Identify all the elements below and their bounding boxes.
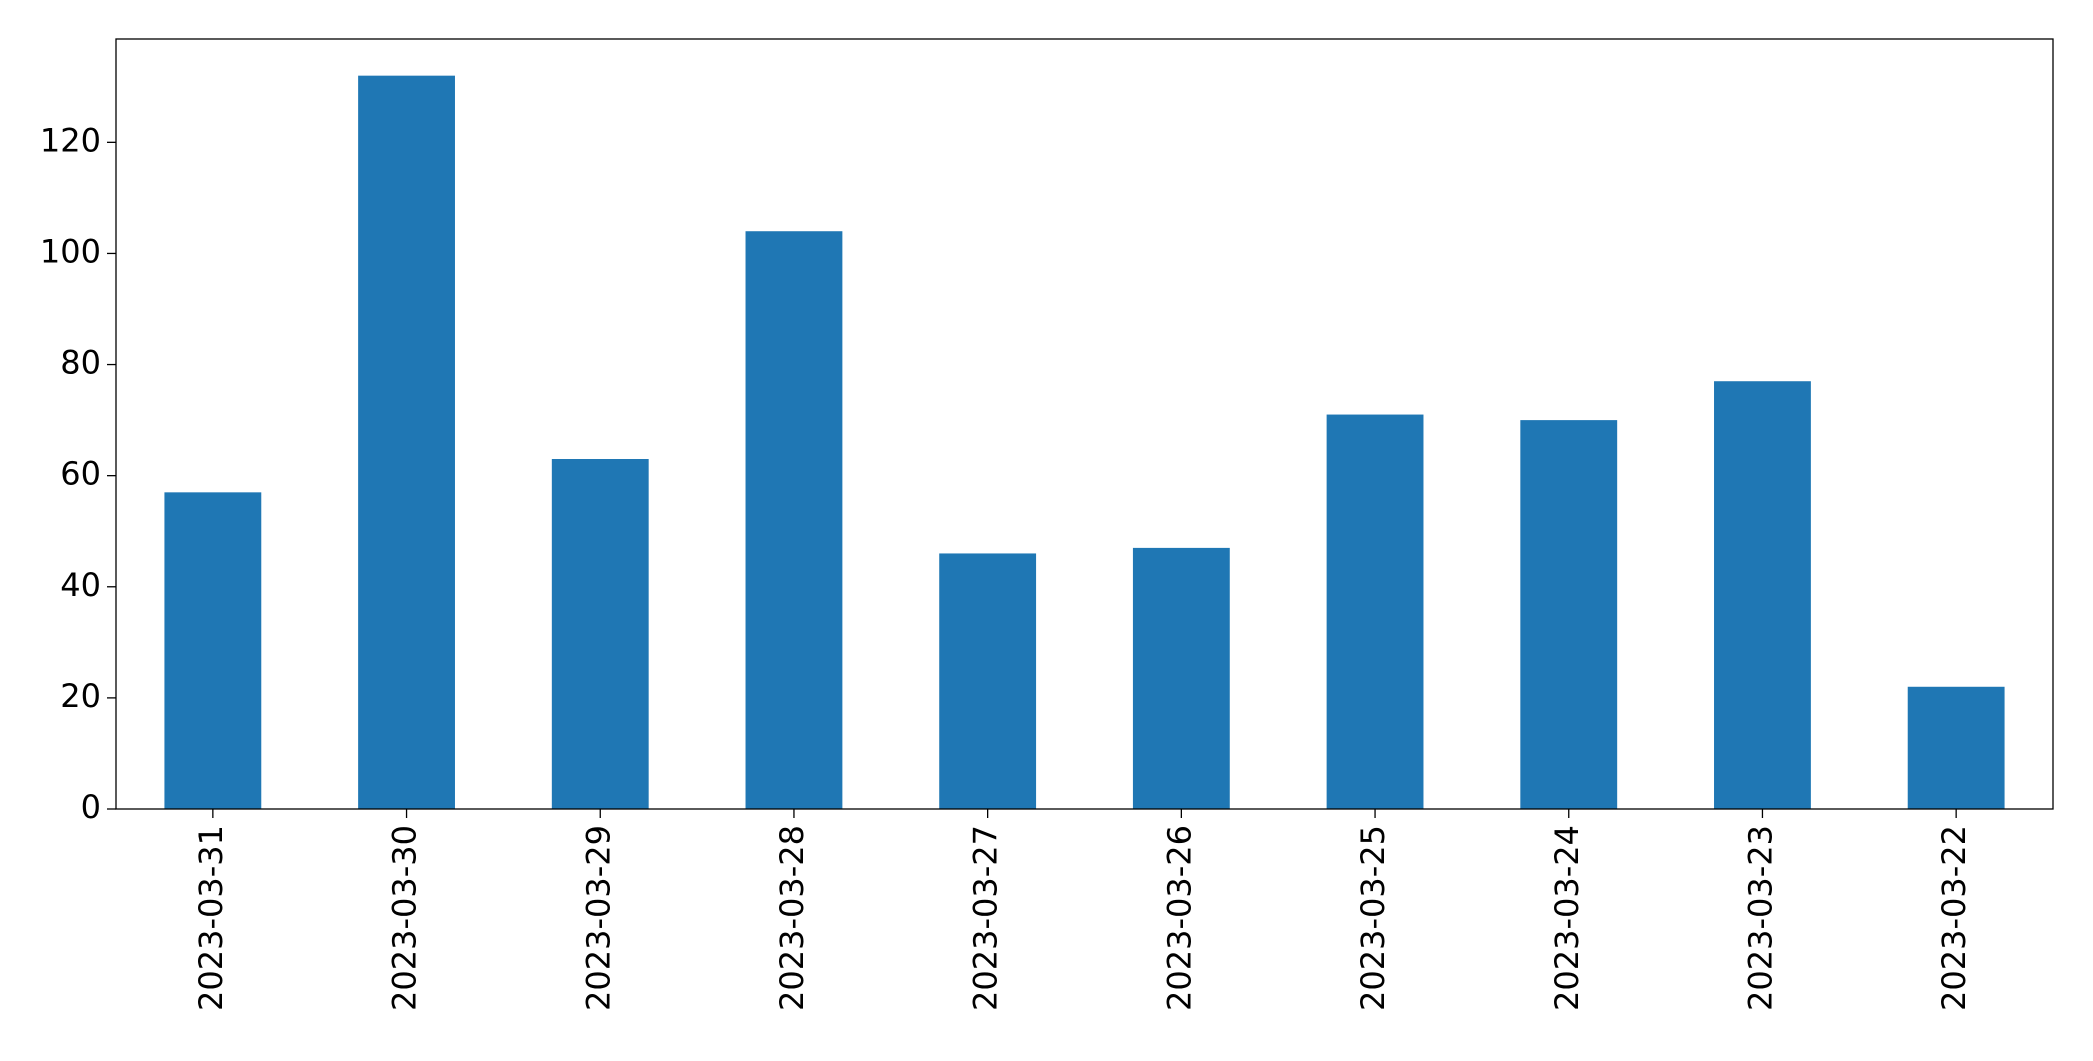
bar xyxy=(1714,381,1811,809)
y-tick-label: 20 xyxy=(60,677,101,715)
x-tick-label: 2023-03-26 xyxy=(1160,825,1198,1011)
y-tick-label: 100 xyxy=(40,232,101,270)
x-tick-label: 2023-03-29 xyxy=(579,825,617,1011)
x-tick-label: 2023-03-27 xyxy=(967,825,1005,1011)
bar xyxy=(1132,547,1230,809)
bar xyxy=(164,492,262,809)
bar xyxy=(745,231,843,809)
bar xyxy=(939,553,1037,809)
y-tick-label: 80 xyxy=(60,344,101,382)
y-tick-label: 0 xyxy=(81,788,101,826)
y-tick-label: 40 xyxy=(60,566,101,604)
y-tick-label: 120 xyxy=(40,121,101,159)
bar xyxy=(358,75,455,809)
x-tick-label: 2023-03-25 xyxy=(1354,825,1392,1011)
bar xyxy=(551,459,649,809)
plot-frame xyxy=(115,38,2054,810)
bar xyxy=(1907,686,2005,809)
y-tick-label: 60 xyxy=(60,455,101,493)
x-tick-label: 2023-03-22 xyxy=(1935,825,1973,1011)
x-tick-label: 2023-03-24 xyxy=(1548,825,1586,1011)
bar xyxy=(1326,414,1424,809)
x-tick-label: 2023-03-31 xyxy=(192,825,230,1011)
bar xyxy=(1520,420,1618,809)
x-tick-label: 2023-03-30 xyxy=(386,825,424,1011)
x-tick-label: 2023-03-28 xyxy=(773,825,811,1011)
x-tick-label: 2023-03-23 xyxy=(1741,825,1779,1011)
